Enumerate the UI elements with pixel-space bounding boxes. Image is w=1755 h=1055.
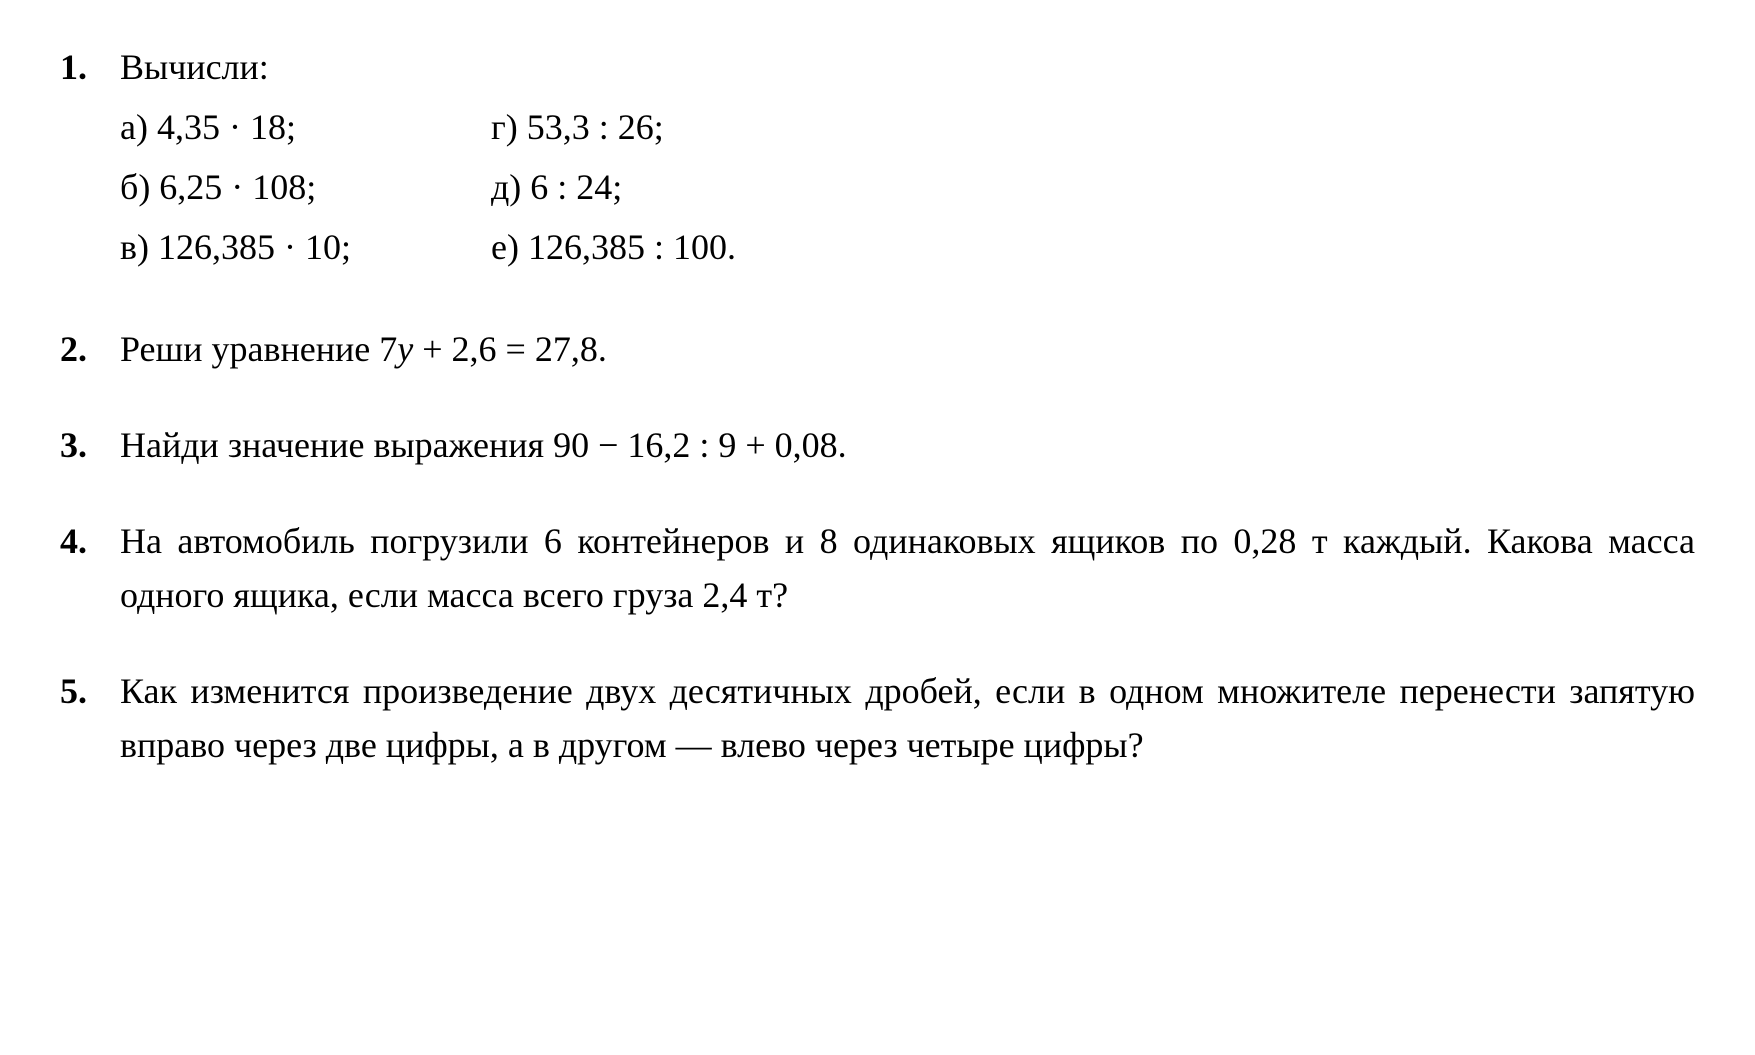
problem-5-text: Как изменится произведение двух десятичн… <box>120 671 1695 765</box>
problem-4-text: На автомобиль погрузили 6 контейнеров и … <box>120 521 1695 615</box>
problem-1-content: Вычисли: а) 4,35 · 18; б) 6,25 · 108; в)… <box>120 40 1695 280</box>
problem-1-col2: г) 53,3 : 26; д) 6 : 24; е) 126,385 : 10… <box>491 100 736 280</box>
problem-4-content: На автомобиль погрузили 6 контейнеров и … <box>120 514 1695 622</box>
problem-2-content: Реши уравнение 7у + 2,6 = 27,8. <box>120 322 1695 376</box>
problem-3-content: Найди значение выражения 90 − 16,2 : 9 +… <box>120 418 1695 472</box>
problem-2-variable: у <box>397 329 413 369</box>
problem-1-a: а) 4,35 · 18; <box>120 100 351 154</box>
problem-4: 4. На автомобиль погрузили 6 контейнеров… <box>60 514 1695 622</box>
problem-3-number: 3. <box>60 418 120 472</box>
problem-2-text-after: + 2,6 = 27,8. <box>413 329 607 369</box>
problem-4-number: 4. <box>60 514 120 568</box>
problem-1-subproblems: а) 4,35 · 18; б) 6,25 · 108; в) 126,385 … <box>120 100 1695 280</box>
problem-2-number: 2. <box>60 322 120 376</box>
problem-1-col1: а) 4,35 · 18; б) 6,25 · 108; в) 126,385 … <box>120 100 351 280</box>
problem-2-text-before: Реши уравнение 7 <box>120 329 397 369</box>
problem-1-g: г) 53,3 : 26; <box>491 100 736 154</box>
problem-1-d: д) 6 : 24; <box>491 160 736 214</box>
problem-3-text: Найди значение выражения 90 − 16,2 : 9 +… <box>120 425 847 465</box>
problem-5-number: 5. <box>60 664 120 718</box>
problem-1-v: в) 126,385 · 10; <box>120 220 351 274</box>
problem-1: 1. Вычисли: а) 4,35 · 18; б) 6,25 · 108;… <box>60 40 1695 280</box>
problem-1-title: Вычисли: <box>120 40 1695 94</box>
problem-1-b: б) 6,25 · 108; <box>120 160 351 214</box>
problem-5: 5. Как изменится произведение двух десят… <box>60 664 1695 772</box>
problem-3: 3. Найди значение выражения 90 − 16,2 : … <box>60 418 1695 472</box>
problem-1-e: е) 126,385 : 100. <box>491 220 736 274</box>
problem-1-number: 1. <box>60 40 120 94</box>
problem-2: 2. Реши уравнение 7у + 2,6 = 27,8. <box>60 322 1695 376</box>
problem-5-content: Как изменится произведение двух десятичн… <box>120 664 1695 772</box>
